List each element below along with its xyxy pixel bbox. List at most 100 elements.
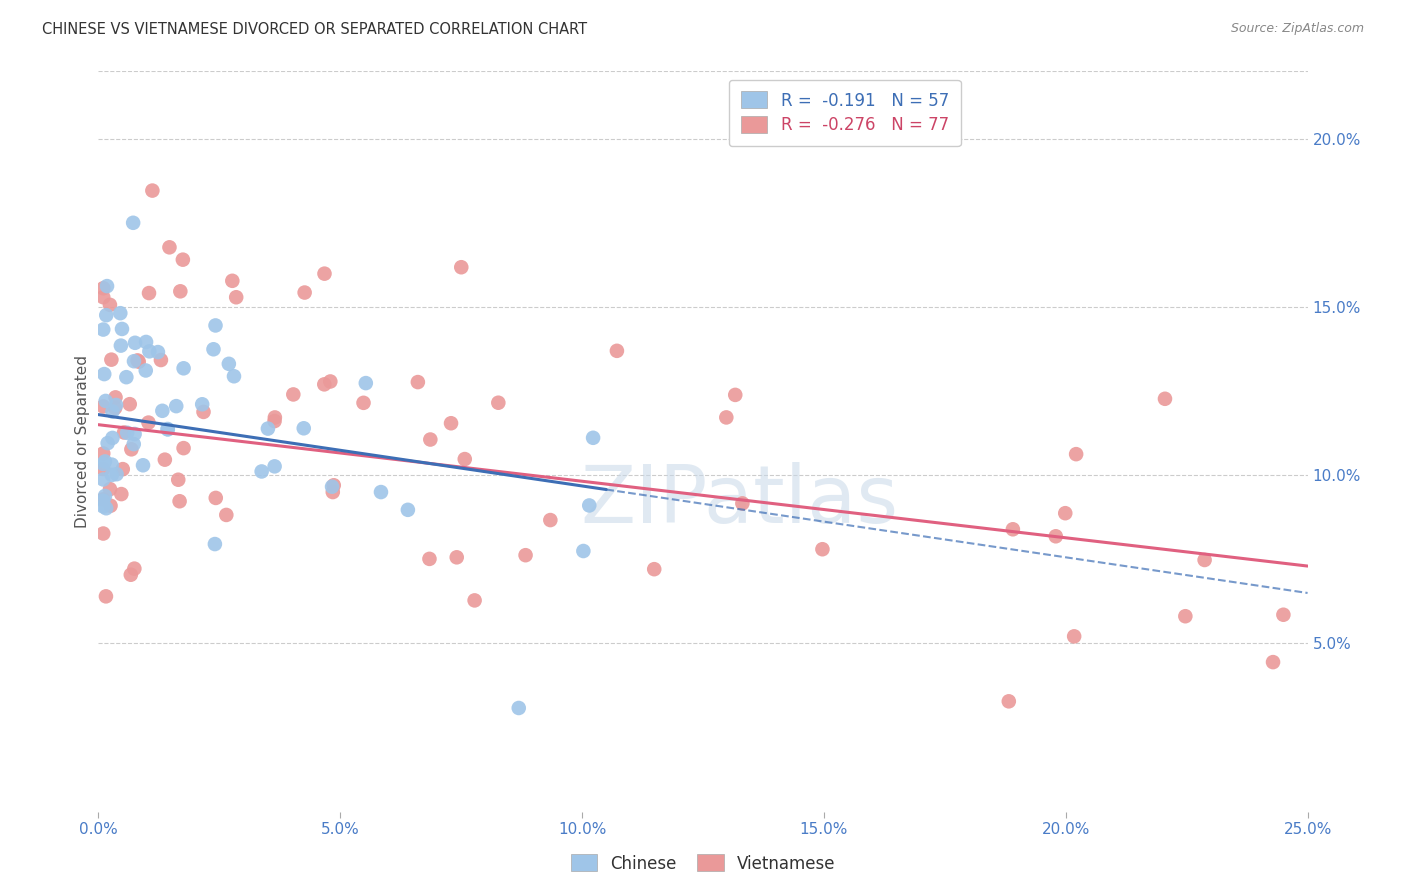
Point: [124, 427, 146, 442]
Point: [128, 354, 150, 368]
Point: [120, 567, 142, 582]
Point: [225, 290, 247, 304]
Point: [91, 290, 114, 304]
Point: [98, 482, 121, 496]
Point: [91, 493, 114, 508]
Point: [104, 401, 127, 415]
Point: [91, 446, 114, 460]
Point: [204, 318, 226, 333]
Point: [582, 431, 605, 445]
Point: [91, 492, 114, 507]
Point: [100, 352, 122, 367]
Point: [1045, 529, 1067, 543]
Point: [724, 388, 747, 402]
Point: [93, 367, 115, 381]
Point: [112, 425, 135, 440]
Point: [263, 410, 285, 425]
Point: [353, 396, 375, 410]
Point: [91, 322, 114, 336]
Point: [138, 416, 160, 430]
Point: [538, 513, 561, 527]
Point: [1174, 609, 1197, 624]
Point: [204, 491, 226, 505]
Point: [122, 437, 145, 451]
Point: [1054, 506, 1077, 520]
Point: [508, 701, 530, 715]
Point: [153, 452, 176, 467]
Point: [91, 462, 114, 476]
Point: [193, 405, 215, 419]
Point: [94, 393, 117, 408]
Point: [515, 548, 537, 562]
Point: [94, 590, 117, 604]
Point: [191, 397, 214, 411]
Point: [202, 343, 225, 357]
Point: [118, 397, 141, 411]
Text: Source: ZipAtlas.com: Source: ZipAtlas.com: [1230, 22, 1364, 36]
Point: [138, 286, 160, 301]
Point: [204, 537, 226, 551]
Point: [91, 473, 114, 487]
Point: [135, 334, 157, 349]
Point: [101, 431, 124, 445]
Point: [93, 281, 115, 295]
Point: [406, 375, 429, 389]
Point: [322, 485, 344, 500]
Point: [141, 184, 163, 198]
Point: [96, 308, 118, 322]
Point: [1001, 522, 1024, 536]
Point: [370, 485, 392, 500]
Point: [314, 377, 336, 392]
Point: [221, 274, 243, 288]
Point: [91, 500, 114, 514]
Point: [110, 306, 132, 320]
Point: [419, 433, 441, 447]
Point: [104, 390, 127, 404]
Point: [1063, 629, 1085, 643]
Point: [731, 496, 754, 510]
Point: [169, 494, 191, 508]
Point: [396, 503, 419, 517]
Point: [127, 353, 149, 368]
Point: [115, 425, 138, 440]
Point: [173, 441, 195, 455]
Point: [91, 526, 114, 541]
Point: [98, 298, 121, 312]
Point: [110, 338, 132, 352]
Point: [446, 550, 468, 565]
Point: [124, 561, 146, 575]
Point: [173, 361, 195, 376]
Point: [1261, 655, 1284, 669]
Point: [165, 399, 187, 413]
Point: [138, 344, 160, 359]
Point: [643, 562, 665, 576]
Point: [218, 357, 240, 371]
Point: [354, 376, 377, 390]
Point: [149, 353, 172, 368]
Point: [215, 508, 238, 522]
Point: [97, 436, 120, 450]
Point: [105, 398, 128, 412]
Point: [156, 422, 179, 436]
Point: [110, 487, 132, 501]
Point: [464, 593, 486, 607]
Point: [1272, 607, 1295, 622]
Point: [294, 285, 316, 300]
Point: [578, 499, 600, 513]
Point: [111, 322, 134, 336]
Point: [454, 452, 477, 467]
Point: [257, 421, 280, 435]
Point: [292, 421, 315, 435]
Point: [124, 335, 146, 350]
Point: [105, 467, 128, 482]
Point: [572, 544, 595, 558]
Point: [156, 422, 179, 436]
Point: [122, 216, 145, 230]
Point: [450, 260, 472, 275]
Point: [101, 404, 124, 418]
Point: [96, 501, 118, 516]
Text: CHINESE VS VIETNAMESE DIVORCED OR SEPARATED CORRELATION CHART: CHINESE VS VIETNAMESE DIVORCED OR SEPARA…: [42, 22, 588, 37]
Point: [159, 240, 181, 254]
Point: [250, 465, 273, 479]
Point: [101, 467, 124, 482]
